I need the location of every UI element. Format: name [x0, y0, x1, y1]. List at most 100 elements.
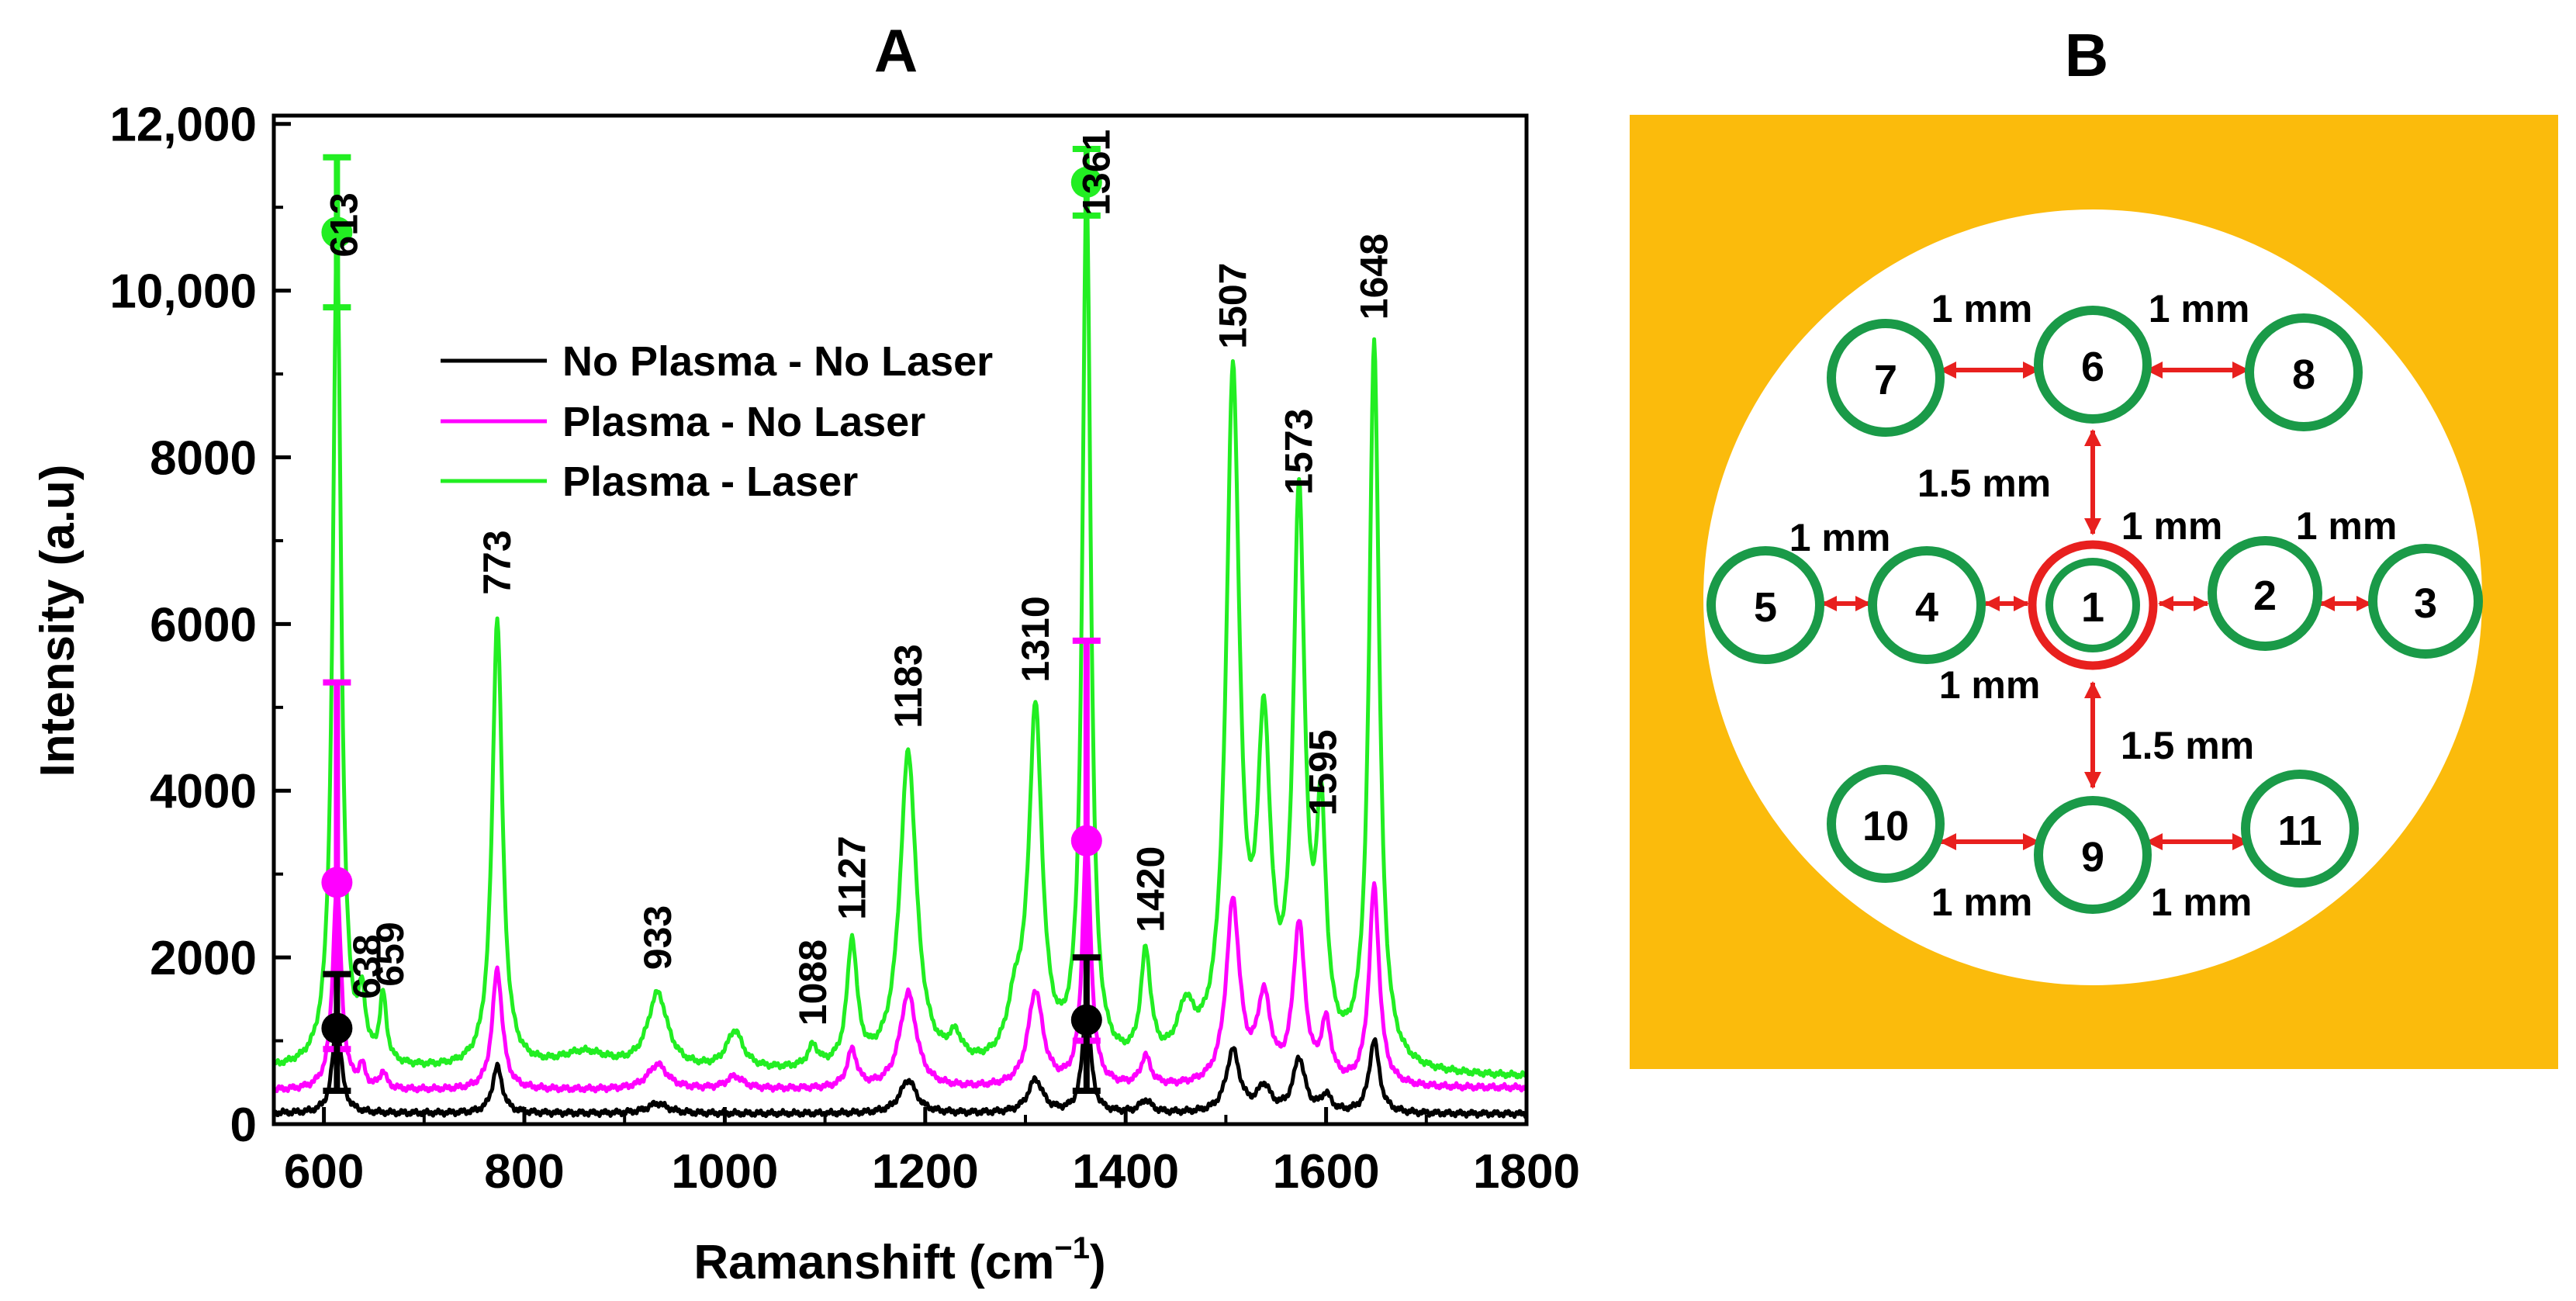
- distance-4-1: 1 mm: [1939, 663, 2041, 707]
- legend: No Plasma - No Laser Plasma - No Laser P…: [441, 338, 993, 505]
- y-tick-label-6000: 6000: [150, 598, 257, 652]
- legend-label-plasma-laser: Plasma - Laser: [562, 458, 858, 505]
- x-axis-label: Ramanshift (cm−1): [693, 1231, 1105, 1289]
- arrow-6-8: [2146, 362, 2249, 379]
- series-layer: [274, 182, 1527, 1119]
- electrode-4-label: 4: [1915, 584, 1938, 631]
- electrode-2: 2: [2208, 536, 2322, 651]
- electrode-9: 9: [2034, 796, 2152, 914]
- distance-6-1: 1.5 mm: [1917, 462, 2051, 505]
- electrode-layer: 1 2 3 4 5 6 7 8 9 10 11: [1706, 306, 2483, 914]
- peak-label-1595: 1595: [1302, 729, 1345, 815]
- x-tick-label-1600: 1600: [1273, 1145, 1380, 1199]
- electrode-3-label: 3: [2414, 580, 2437, 627]
- electrode-1-label: 1: [2081, 584, 2104, 631]
- x-tick-label-1800: 1800: [1473, 1145, 1580, 1199]
- electrode-2-label: 2: [2253, 573, 2277, 619]
- peak-label-638: 638: [345, 934, 389, 998]
- arrow-6-1: [2084, 429, 2101, 535]
- arrow-1-2: [2158, 596, 2209, 611]
- arrow-5-4: [1821, 596, 1871, 611]
- peak-label-1507: 1507: [1211, 263, 1254, 349]
- arrow-layer: [1821, 362, 2372, 850]
- error-bar-613-2: [321, 971, 353, 1095]
- mean-marker-613-1: [321, 867, 353, 898]
- error-bar-1361-3: [1070, 145, 1102, 219]
- peak-label-1361: 1361: [1075, 130, 1119, 216]
- electrode-6: 6: [2034, 306, 2152, 424]
- y-tick-label-4000: 4000: [150, 765, 257, 818]
- mean-marker-1361-3: [1070, 166, 1102, 198]
- error-bar-1361-5: [1070, 954, 1102, 1095]
- electrode-11: 11: [2241, 770, 2359, 888]
- peak-label-1183: 1183: [887, 644, 930, 728]
- mean-marker-1361-5: [1070, 1004, 1102, 1036]
- peak-label-933: 933: [636, 905, 679, 970]
- electrode-5: 5: [1706, 546, 1824, 664]
- peak-label-1648: 1648: [1353, 234, 1396, 320]
- x-tick-label-800: 800: [484, 1145, 564, 1199]
- distance-1-9: 1.5 mm: [2121, 724, 2254, 767]
- arrow-1-9: [2084, 681, 2101, 789]
- electrode-7: 7: [1827, 319, 1945, 437]
- distance-1-2: 1 mm: [2121, 504, 2223, 548]
- series-line-plasma-laser: [274, 182, 1527, 1080]
- y-tick-label-10000: 10,000: [109, 265, 257, 319]
- electrode-1: 1: [2028, 540, 2158, 670]
- electrode-5-label: 5: [1754, 584, 1777, 631]
- x-tick-label-1400: 1400: [1072, 1145, 1179, 1199]
- legend-label-plasma-no-laser: Plasma - No Laser: [562, 399, 925, 445]
- error-bar-613-0: [321, 154, 353, 311]
- mean-marker-1361-4: [1070, 825, 1102, 856]
- peak-label-659: 659: [368, 922, 412, 986]
- peak-label-1420: 1420: [1129, 846, 1173, 932]
- mean-marker-613-2: [321, 1012, 353, 1044]
- electrode-8: 8: [2245, 313, 2363, 431]
- electrode-8-label: 8: [2292, 351, 2315, 398]
- x-tick-layer: 600 800 1000 1200 1400 1600 1800: [284, 1107, 1580, 1199]
- electrode-10: 10: [1827, 765, 1945, 883]
- distance-6-8: 1 mm: [2149, 287, 2250, 330]
- series-line-no-plasma-no-laser: [274, 1005, 1527, 1119]
- distance-10-9: 1 mm: [1931, 881, 2033, 924]
- legend-label-no-plasma-no-laser: No Plasma - No Laser: [562, 338, 993, 385]
- electrode-11-label: 11: [2277, 808, 2322, 854]
- y-axis-label: Intensity (a.u): [31, 464, 85, 777]
- distance-9-11: 1 mm: [2151, 881, 2253, 924]
- arrow-2-3: [2319, 596, 2372, 611]
- mean-marker-613-0: [321, 216, 353, 248]
- y-tick-label-0: 0: [230, 1099, 257, 1152]
- distance-5-4: 1 mm: [1789, 516, 1891, 559]
- distance-2-3: 1 mm: [2296, 504, 2398, 548]
- peak-label-1310: 1310: [1014, 596, 1057, 682]
- x-tick-label-1200: 1200: [872, 1145, 979, 1199]
- x-axis-label-superscript: −1: [1054, 1231, 1090, 1265]
- panel-b-label: B: [2065, 21, 2108, 89]
- peak-label-773: 773: [475, 530, 519, 594]
- peak-label-1088: 1088: [791, 939, 835, 1026]
- arrow-10-9: [1939, 833, 2040, 850]
- y-tick-label-8000: 8000: [150, 431, 257, 485]
- distance-labels: 1 mm 1 mm 1.5 mm 1 mm 1 mm 1 mm 1 mm 1.5…: [1789, 287, 2398, 924]
- arrow-7-6: [1939, 362, 2040, 379]
- distance-7-6: 1 mm: [1931, 287, 2033, 330]
- y-tick-layer: 0 2000 4000 6000 8000 10,000 12,000: [109, 99, 291, 1152]
- electrode-4: 4: [1868, 546, 1986, 664]
- panel-a-label: A: [874, 16, 918, 85]
- y-tick-label-12000: 12,000: [109, 99, 257, 152]
- electrode-10-label: 10: [1862, 803, 1909, 849]
- electrode-layout-diagram: 1 2 3 4 5 6 7 8 9 10 11 1 mm 1 mm 1.5 mm…: [1630, 115, 2558, 1069]
- raman-spectrum-chart: 600 800 1000 1200 1400 1600 1800 0 2000 4000 6000…: [31, 99, 1580, 1289]
- x-tick-label-1000: 1000: [671, 1145, 778, 1199]
- peak-label-613: 613: [322, 192, 365, 257]
- electrode-7-label: 7: [1874, 357, 1897, 403]
- arrow-9-11: [2146, 833, 2249, 850]
- x-axis-label-close: ): [1090, 1236, 1106, 1289]
- electrode-6-label: 6: [2081, 344, 2104, 390]
- peak-label-1127: 1127: [831, 836, 874, 919]
- electrode-3: 3: [2368, 544, 2483, 659]
- error-bar-layer: [321, 145, 1102, 1095]
- x-axis-label-text: Ramanshift (cm: [693, 1236, 1054, 1289]
